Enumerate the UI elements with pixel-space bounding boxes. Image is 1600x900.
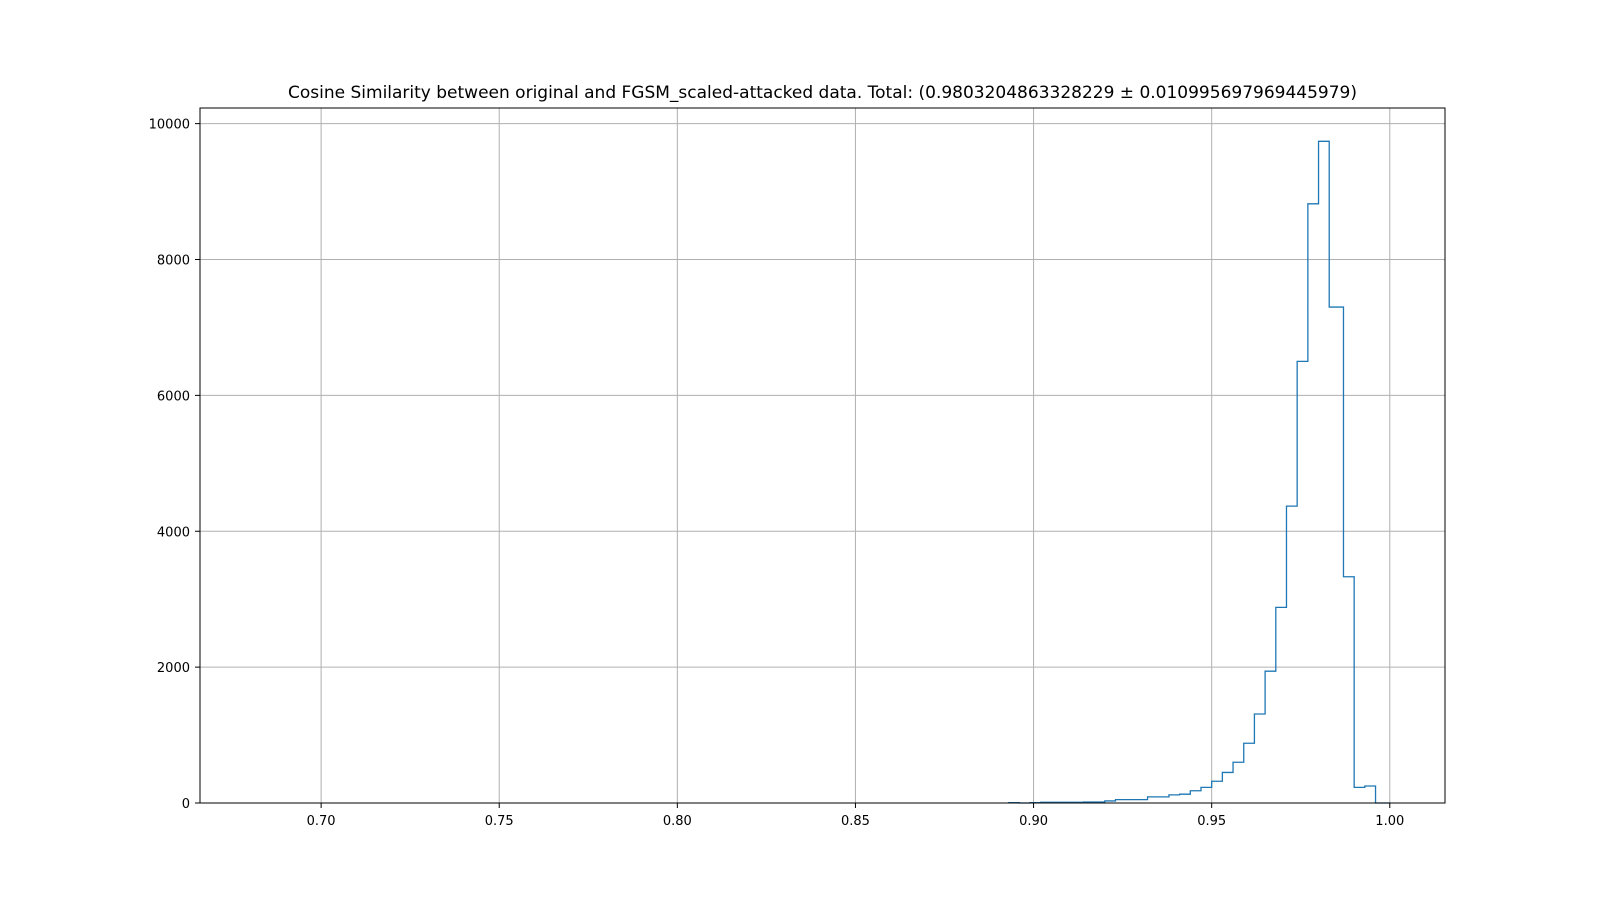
x-tick-label: 0.75 [485,814,514,829]
y-tick-label: 6000 [157,389,190,404]
y-tick-label: 2000 [157,661,190,676]
y-tick-label: 4000 [157,525,190,540]
chart-title: Cosine Similarity between original and F… [288,83,1357,103]
x-tick-label: 0.90 [1019,814,1048,829]
histogram-bin [1169,795,1180,803]
histogram-bin [1190,791,1201,803]
histogram-bin [1222,772,1233,803]
histogram-bin [1180,794,1191,803]
histogram-bin [1297,361,1308,803]
x-tick-label: 0.85 [841,814,870,829]
histogram-bin [1212,781,1223,803]
histogram-bin [1276,607,1287,803]
histogram-step-line [1007,140,1390,804]
histogram-bin [1201,787,1212,803]
histogram-series [1007,140,1390,804]
histogram-bin [1308,204,1319,803]
grid-lines [200,108,1445,804]
y-tick-label: 0 [182,797,190,812]
histogram-bin [1148,797,1159,803]
histogram-bin [1319,141,1330,803]
histogram-bin [1244,743,1255,803]
histogram-bin [1354,787,1365,803]
histogram-bin [1233,762,1244,803]
histogram-bin [1343,577,1354,803]
plot-frame [199,107,1446,804]
histogram-bin [1115,800,1126,803]
x-tick-label: 0.80 [663,814,692,829]
histogram-bin [1254,714,1265,803]
histogram-bin [1126,800,1137,803]
y-tick-label: 10000 [149,118,190,133]
histogram-bin [1329,307,1343,803]
histogram-bin [1365,786,1376,803]
histogram-bin [1158,797,1169,803]
histogram-bin [1265,671,1276,803]
x-tick-label: 1.00 [1375,814,1404,829]
x-tick-label: 0.95 [1197,814,1226,829]
axis-ticks: 0.70 0.75 0.80 0.85 0.90 0.95 1.00 0 2000 4000 600… [149,118,1405,829]
histogram-bin [1137,800,1148,803]
histogram-bin [1286,506,1297,803]
y-tick-label: 8000 [157,254,190,269]
x-tick-label: 0.70 [307,814,336,829]
